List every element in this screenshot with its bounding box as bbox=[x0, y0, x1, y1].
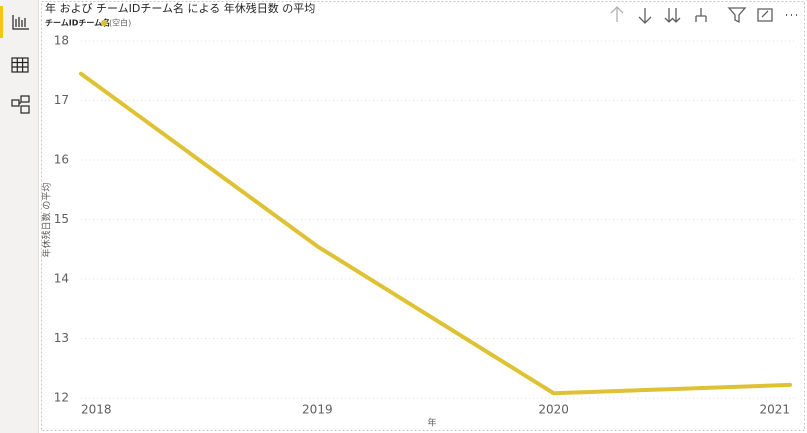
line bbox=[79, 71, 792, 396]
visual-border bbox=[41, 1, 805, 431]
legend-title: チームIDチーム名 bbox=[45, 18, 110, 28]
y-tick-label: 18 bbox=[54, 34, 69, 48]
chart-title: 年 および チームIDチーム名 による 年休残日数 の平均 bbox=[45, 1, 315, 15]
y-axis-title: 年休残日数 の平均 bbox=[41, 183, 53, 258]
y-tick-label: 12 bbox=[54, 391, 69, 405]
sidebar bbox=[0, 0, 39, 433]
toolbar[interactable] bbox=[610, 6, 797, 24]
y-tick-label: 14 bbox=[54, 272, 69, 286]
data-icon[interactable] bbox=[11, 57, 29, 73]
legend: (空白) bbox=[101, 18, 131, 28]
x-tick-label: 2018 bbox=[81, 403, 112, 417]
x-tick-label: 2021 bbox=[759, 403, 790, 417]
x-tick-label: 2019 bbox=[302, 403, 333, 417]
x-tick-label: 2020 bbox=[538, 403, 569, 417]
report-icon[interactable] bbox=[12, 15, 29, 30]
nav-icons bbox=[0, 6, 30, 114]
x-axis-title: 年 bbox=[427, 417, 436, 429]
y-tick-label: 17 bbox=[54, 93, 69, 107]
model-icon[interactable] bbox=[11, 95, 30, 114]
legend-label: (空白) bbox=[109, 18, 131, 28]
y-tick-label: 15 bbox=[54, 212, 69, 226]
legend-marker bbox=[101, 20, 107, 26]
y-tick-label: 16 bbox=[54, 153, 69, 167]
y-tick-label: 13 bbox=[54, 331, 69, 345]
active-indicator bbox=[0, 6, 3, 38]
